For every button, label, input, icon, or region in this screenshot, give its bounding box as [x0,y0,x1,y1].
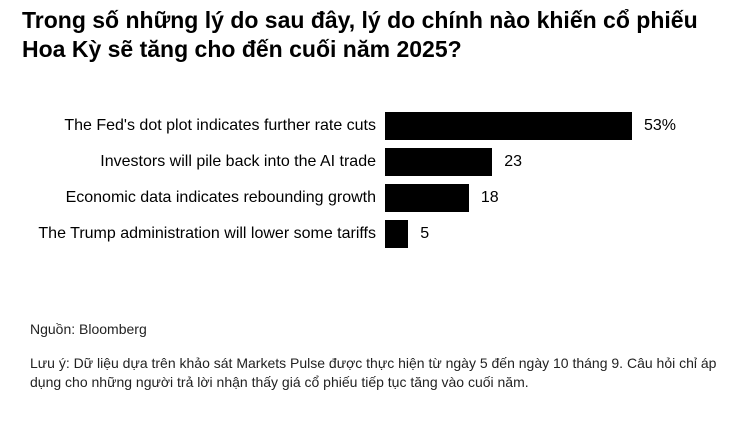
bar [385,112,632,140]
chart-title: Trong số những lý do sau đây, lý do chín… [22,7,698,62]
category-label: Economic data indicates rebounding growt… [65,189,376,206]
value-label: 23 [504,153,522,170]
category-label: The Fed's dot plot indicates further rat… [64,117,376,134]
value-label: 18 [480,189,499,206]
value-label: 5 [420,225,430,242]
category-label: Investors will pile back into the AI tra… [100,153,376,170]
value-label: 53% [644,117,677,134]
bar [385,220,409,248]
source: Nguồn: Bloomberg [30,321,147,337]
note: Lưu ý: Dữ liệu dựa trên khảo sát Markets… [30,355,717,390]
bar [385,184,469,212]
category-label: The Trump administration will lower some… [38,225,376,242]
bar [385,148,493,176]
